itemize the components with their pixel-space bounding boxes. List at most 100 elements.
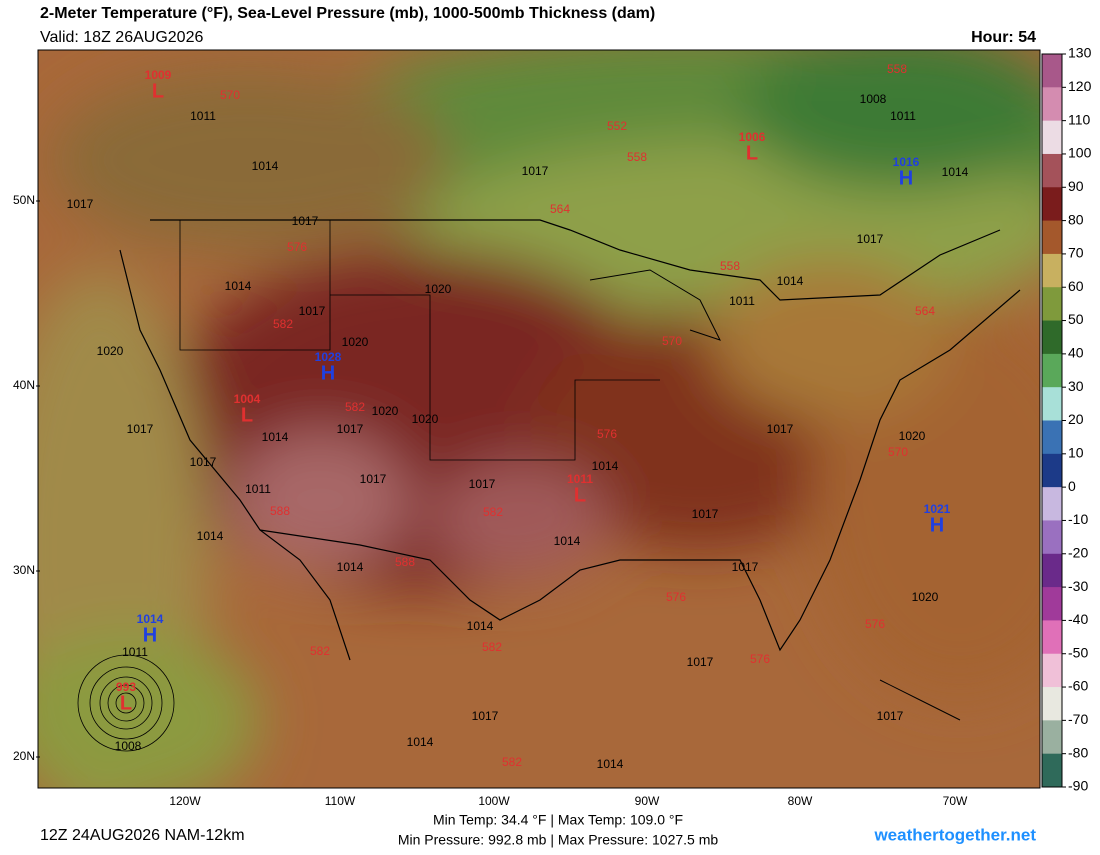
thickness-label: 582 [482,640,502,654]
center-letter: H [321,362,335,384]
isobar-label: 1017 [127,422,154,436]
isobar-label: 1014 [467,619,494,633]
thickness-label: 558 [720,259,740,273]
center-pressure: 1009 [145,68,172,82]
lat-label: 50N [13,193,35,207]
colorbar-tick-label: -40 [1068,611,1088,627]
title: 2-Meter Temperature (°F), Sea-Level Pres… [40,5,655,22]
colorbar-band [1042,653,1062,688]
isobar-label: 1017 [360,472,387,486]
colorbar-band [1042,253,1062,288]
colorbar-tick-label: 10 [1068,445,1084,461]
lon-label: 100W [478,794,510,808]
isobar-label: 1008 [860,92,887,106]
center-letter: L [241,404,253,426]
colorbar-tick-label: 120 [1068,78,1092,94]
lat-label: 40N [13,378,35,392]
center-pressure: 1006 [739,130,766,144]
colorbar-band [1042,220,1062,255]
thickness-label: 564 [915,304,935,318]
isobar-label: 1014 [777,274,804,288]
center-pressure: 1021 [924,502,951,516]
pressure-range: Min Pressure: 992.8 mb | Max Pressure: 1… [398,832,719,848]
thickness-label: 570 [220,88,240,102]
isobar-label: 1014 [252,159,279,173]
colorbar-tick-label: 70 [1068,245,1084,261]
isobar-label: 1014 [592,459,619,473]
lat-label: 30N [13,563,35,577]
isobar-label: 1020 [425,282,452,296]
thickness-label: 558 [887,62,907,76]
isobar-label: 1008 [115,739,142,753]
isobar-label: 1017 [767,422,794,436]
colorbar-band [1042,187,1062,222]
colorbar-band [1042,153,1062,188]
valid-time: Valid: 18Z 26AUG2026 [40,29,203,46]
isobar-ring [77,654,175,752]
isobar-label: 1017 [190,455,217,469]
isobar-label: 1020 [899,429,926,443]
colorbar-band [1042,120,1062,155]
colorbar-band [1042,387,1062,421]
isobar-label: 1020 [412,412,439,426]
isobar-ring [107,684,145,722]
colorbar-tick-label: -50 [1068,644,1088,660]
colorbar: 1301201101009080706050403020100-10-20-30… [1041,45,1092,794]
thickness-label: 576 [750,652,770,666]
colorbar-band [1042,320,1062,355]
thickness-label: 558 [627,150,647,164]
colorbar-tick-label: -60 [1068,678,1088,694]
isobar-label: 1017 [299,304,326,318]
isobar-label: 1014 [597,757,624,771]
colorbar-tick-label: 90 [1068,178,1084,194]
isobar-label: 1020 [912,590,939,604]
colorbar-tick-label: 0 [1068,478,1076,494]
thickness-label: 570 [662,334,682,348]
center-letter: H [143,624,157,646]
colorbar-tick-label: -80 [1068,744,1088,760]
colorbar-tick-label: 110 [1068,111,1091,127]
center-pressure: 993 [116,680,136,694]
lon-label: 120W [169,794,201,808]
colorbar-band [1042,353,1062,388]
center-pressure: 1011 [567,472,593,486]
lon-label: 80W [788,794,813,808]
isobar-label: 1011 [729,294,755,308]
colorbar-tick-label: -30 [1068,578,1088,594]
colorbar-band [1042,553,1062,588]
colorbar-tick-label: -20 [1068,544,1088,560]
lon-label: 110W [325,794,356,808]
thickness-label: 552 [607,119,627,133]
isobar-label: 1017 [522,164,549,178]
isobar-label: 1020 [97,344,124,358]
isobar-label: 1014 [407,735,434,749]
colorbar-band [1042,753,1062,788]
isobar-label: 1014 [337,560,364,574]
site-credit[interactable]: weathertogether.net [873,825,1036,844]
colorbar-band [1042,520,1062,555]
isobar-label: 1017 [337,422,364,436]
isobar-label: 1020 [342,335,369,349]
colorbar-band [1042,587,1062,621]
center-letter: L [574,484,586,506]
thickness-label: 576 [865,617,885,631]
colorbar-tick-label: -70 [1068,711,1088,727]
isobar-label: 1011 [245,482,271,496]
thickness-label: 588 [395,555,415,569]
center-letter: L [152,80,164,102]
isobar-label: 1017 [687,655,714,669]
isobar-ring [99,676,153,730]
forecast-hour: Hour: 54 [971,29,1036,46]
colorbar-band [1042,87,1062,122]
colorbar-tick-label: 60 [1068,278,1084,294]
low-rings [77,654,175,752]
colorbar-band [1042,453,1062,488]
lon-label: 70W [943,794,968,808]
colorbar-tick-label: 40 [1068,345,1084,361]
lon-label: 90W [635,794,660,808]
colorbar-band [1042,620,1062,655]
isobar-label: 1017 [732,560,759,574]
thickness-label: 582 [502,755,522,769]
thickness-label: 576 [287,240,307,254]
